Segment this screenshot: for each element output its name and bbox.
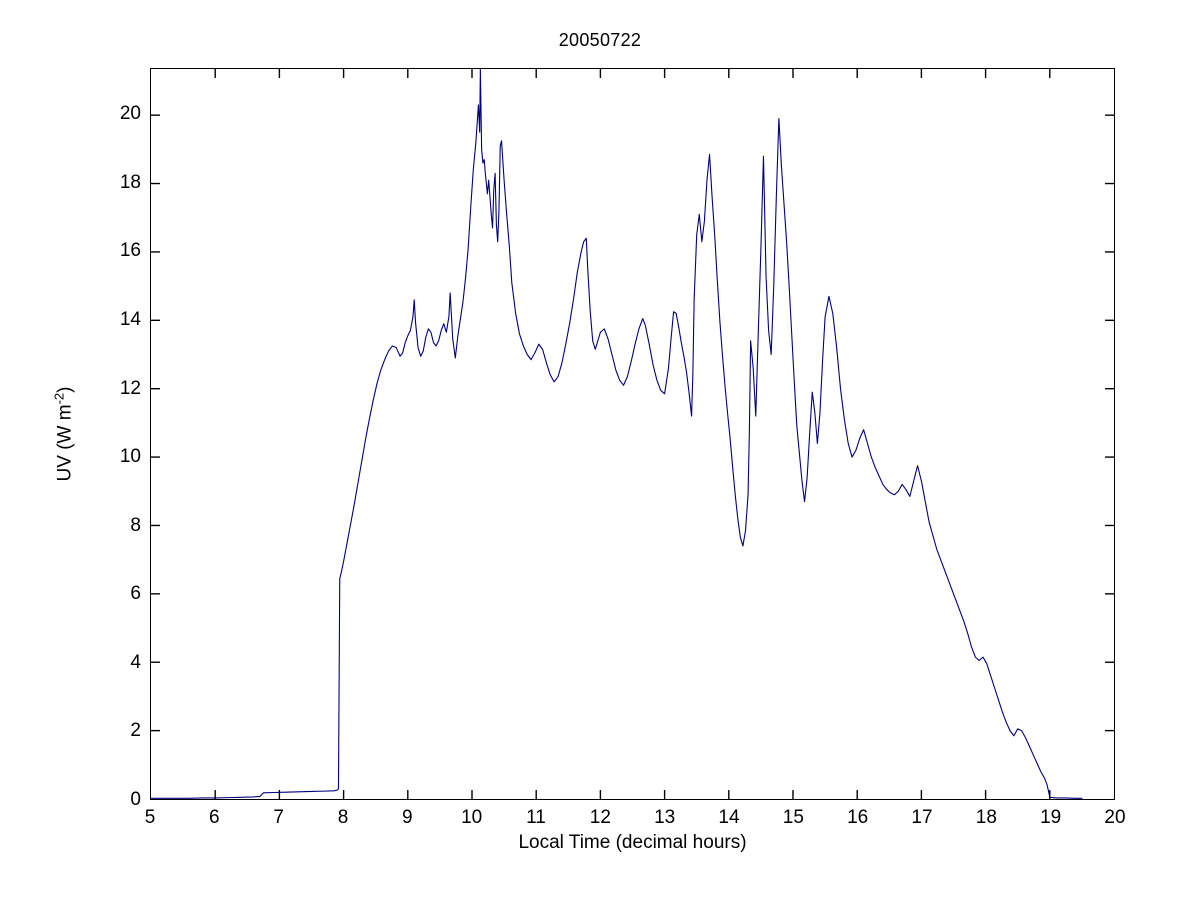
y-tick-label: 10: [119, 446, 141, 468]
y-axis-label-main: UV (W m: [54, 404, 76, 482]
y-axis-label-close: ): [54, 386, 76, 393]
x-tick-label: 5: [144, 807, 156, 828]
x-tick-label: 11: [526, 807, 546, 828]
x-tick-marks: [214, 69, 1051, 799]
x-tick-label: 10: [461, 807, 483, 828]
x-tick-label: 7: [273, 807, 284, 828]
y-axis-label: UV (W m-2): [51, 387, 76, 482]
x-tick-label: 20: [1104, 807, 1126, 828]
page-title: 20050722: [558, 30, 642, 50]
data-line-svg: [151, 69, 1114, 799]
x-tick-label: 15: [782, 807, 804, 828]
y-tick-label: 18: [119, 171, 141, 193]
y-axis-label-exponent: -2: [51, 392, 67, 405]
x-tick-label: 9: [402, 807, 413, 828]
x-tick-label: 14: [718, 807, 740, 828]
y-tick-label: 14: [119, 309, 141, 330]
plot-area: [150, 68, 1115, 800]
y-tick-label: 0: [130, 789, 141, 810]
y-tick-label: 12: [119, 377, 141, 399]
x-tick-label: 6: [209, 807, 220, 828]
y-tick-label: 16: [119, 240, 141, 262]
x-tick-label: 12: [589, 807, 611, 828]
y-tick-label: 2: [130, 720, 141, 742]
x-tick-label: 17: [911, 807, 933, 828]
y-tick-label: 20: [119, 103, 141, 125]
x-tick-label: 8: [337, 807, 349, 828]
x-tick-label: 16: [847, 807, 869, 828]
uv-irradiance-line: [151, 69, 1083, 799]
x-axis-label: Local Time (decimal hours): [518, 832, 747, 853]
x-tick-label: 13: [654, 807, 676, 828]
y-tick-label: 8: [130, 514, 141, 536]
y-tick-label: 6: [130, 583, 141, 605]
x-tick-label: 18: [975, 807, 997, 828]
y-tick-label: 4: [130, 651, 141, 673]
y-tick-marks: [151, 114, 1114, 732]
x-tick-label: 19: [1040, 807, 1062, 828]
